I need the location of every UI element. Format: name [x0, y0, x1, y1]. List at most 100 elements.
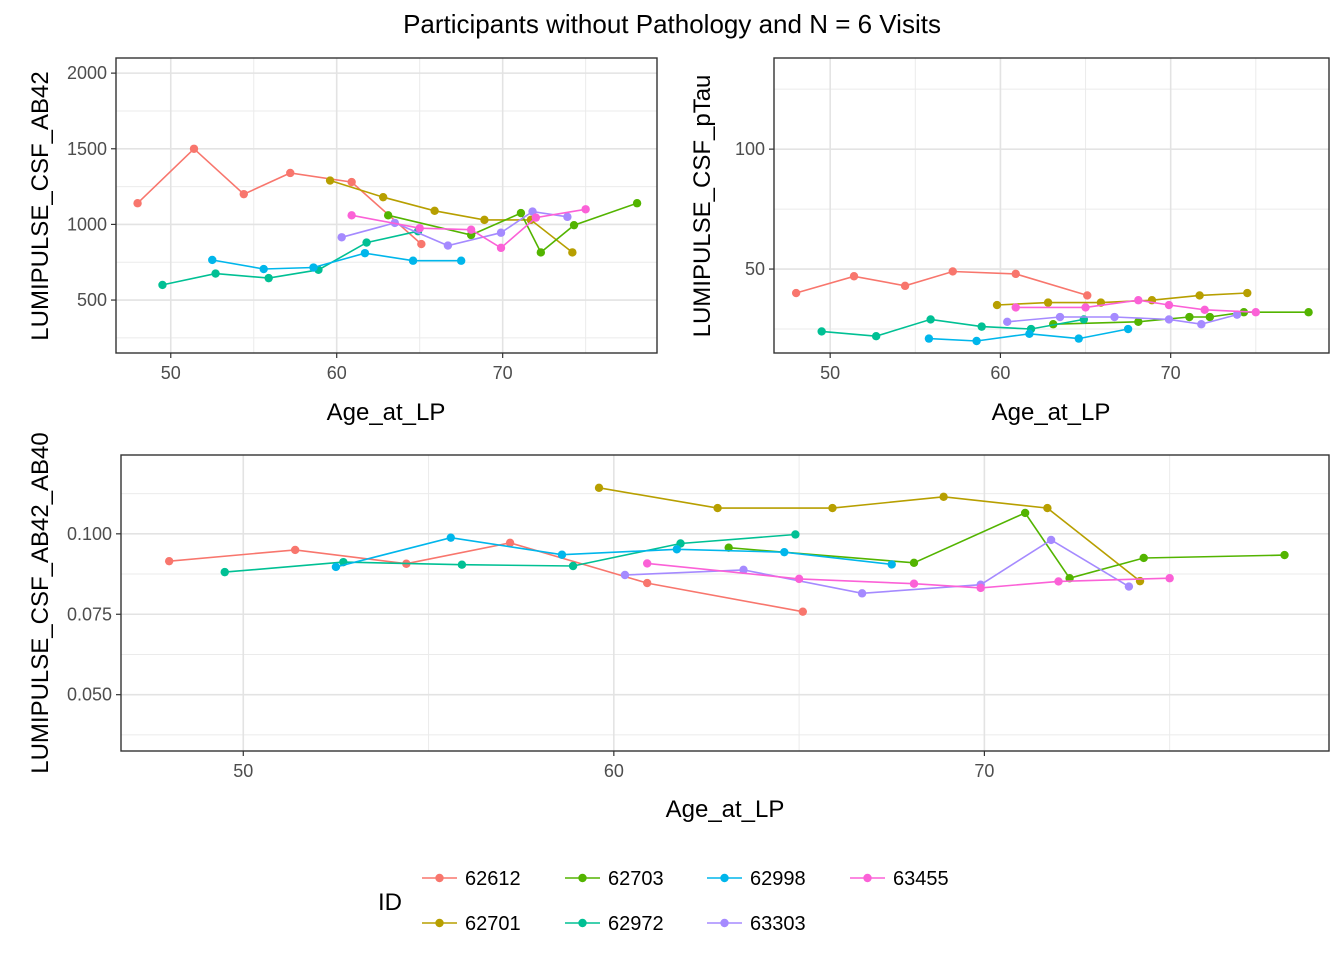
series-line-62998 — [212, 252, 462, 270]
data-point-63303 — [337, 233, 346, 242]
data-point-62701 — [594, 483, 604, 493]
data-point-63303 — [857, 589, 867, 598]
legend-entry-62998: 62998 — [707, 868, 806, 890]
x-tick-label: 50 — [161, 363, 181, 383]
y-tick-label: 1000 — [67, 214, 107, 234]
series-line-62703 — [728, 511, 1285, 580]
data-point-62612 — [133, 199, 142, 208]
legend-key-point — [720, 918, 729, 928]
data-point-62998 — [1123, 324, 1133, 334]
data-point-62703 — [516, 208, 526, 218]
data-point-62703 — [1134, 317, 1143, 327]
data-point-62612 — [189, 144, 199, 153]
series-line-62612 — [795, 270, 1088, 297]
y-tick-label: 2000 — [67, 63, 107, 83]
data-point-62998 — [924, 334, 934, 343]
data-point-62972 — [220, 567, 229, 577]
data-point-63455 — [496, 243, 506, 253]
data-point-63455 — [794, 574, 804, 584]
data-point-62998 — [208, 255, 217, 265]
series-line-62701 — [329, 179, 573, 254]
series-62998 — [331, 533, 896, 572]
data-point-62703 — [536, 248, 546, 257]
series-63303 — [337, 207, 572, 250]
data-point-63455 — [347, 211, 356, 220]
legend-label: 62612 — [465, 868, 521, 890]
data-point-62998 — [456, 256, 466, 265]
data-point-62701 — [1243, 288, 1252, 298]
x-tick-label: 70 — [974, 761, 994, 781]
series-line-62612 — [137, 147, 422, 245]
data-point-62703 — [909, 558, 919, 567]
data-point-63455 — [531, 213, 541, 222]
series-62612 — [133, 144, 426, 249]
data-point-63455 — [1134, 296, 1143, 305]
panel-border — [773, 57, 1330, 354]
series-62972 — [158, 227, 423, 290]
data-point-62701 — [430, 206, 439, 215]
data-point-62703 — [632, 199, 642, 208]
data-point-62703 — [1280, 550, 1289, 560]
series-line-63455 — [647, 562, 1170, 589]
y-tick-label: 500 — [77, 290, 107, 310]
data-point-62701 — [1043, 298, 1053, 307]
legend-key-point — [578, 918, 587, 928]
data-point-63303 — [443, 241, 453, 250]
data-point-62972 — [457, 560, 467, 569]
series-62972 — [817, 315, 1089, 341]
legend-key-point — [578, 873, 587, 883]
data-point-62612 — [642, 578, 652, 588]
legend-key-point — [435, 873, 444, 883]
data-point-62612 — [900, 281, 910, 291]
y-tick-label: 0.050 — [67, 685, 112, 705]
legend-key-point — [435, 918, 444, 928]
data-point-63455 — [1251, 308, 1260, 317]
y-tick-label: 0.075 — [67, 604, 112, 624]
data-point-62703 — [1185, 312, 1194, 322]
data-point-63303 — [739, 565, 748, 575]
data-point-62701 — [1195, 291, 1204, 300]
data-point-63455 — [466, 225, 476, 234]
data-point-62612 — [290, 545, 300, 555]
y-tick-label: 50 — [745, 259, 765, 279]
x-axis-label: Age_at_LP — [666, 796, 785, 823]
panel-1: 50 60 70 500 1000 1500 2000 Age_at_LP LUMIPULSE_… — [27, 57, 658, 426]
legend-entry-62972: 62972 — [565, 913, 664, 935]
series-line-62703 — [388, 202, 638, 254]
data-point-62612 — [1083, 291, 1092, 300]
panel-3: 50 60 70 0.050 0.075 0.100 Age_at_LP LUMIPULSE_… — [27, 432, 1330, 823]
data-point-62998 — [1025, 329, 1034, 339]
series-line-63455 — [351, 208, 586, 249]
y-tick-label: 0.100 — [67, 524, 112, 544]
data-point-62612 — [347, 177, 356, 187]
data-point-63455 — [1011, 303, 1020, 312]
data-point-62972 — [871, 332, 881, 341]
series-line-62972 — [821, 318, 1084, 338]
series-line-62972 — [162, 230, 419, 286]
series-line-63303 — [1007, 313, 1238, 326]
x-tick-label: 60 — [990, 363, 1010, 383]
series-62701 — [594, 483, 1145, 586]
series-62703 — [383, 199, 642, 257]
legend-entry-62612: 62612 — [422, 868, 521, 890]
series-line-62701 — [598, 487, 1141, 582]
legend-entry-62703: 62703 — [565, 868, 664, 890]
data-point-62701 — [480, 215, 489, 225]
data-point-62703 — [1020, 508, 1030, 518]
series-62612 — [791, 267, 1092, 300]
data-point-62998 — [259, 264, 268, 274]
panel-border — [115, 57, 658, 354]
data-point-63455 — [1164, 300, 1174, 310]
data-point-62972 — [568, 561, 578, 571]
data-point-62701 — [939, 492, 948, 502]
panels: 50 60 70 500 1000 1500 2000 Age_at_LP LUMIPULSE_… — [27, 57, 1330, 823]
data-point-62612 — [239, 189, 248, 199]
data-point-62998 — [672, 545, 682, 554]
data-point-63303 — [1003, 317, 1012, 327]
x-tick-label: 50 — [233, 761, 253, 781]
data-point-63455 — [642, 559, 652, 568]
legend-label: 63455 — [893, 868, 949, 890]
data-point-63303 — [1055, 312, 1065, 322]
